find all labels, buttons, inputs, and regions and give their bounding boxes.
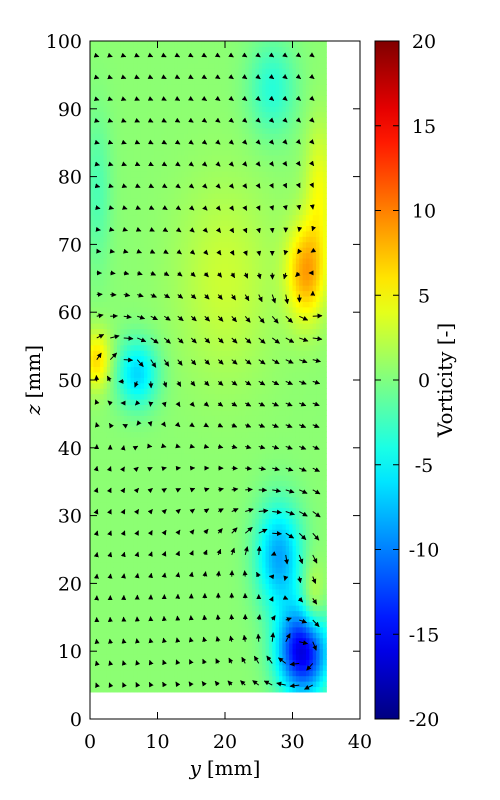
plot-area: 0 10 20 30 40 0102030405060708090100 y [mm] z… bbox=[21, 31, 372, 780]
vorticity-field bbox=[90, 41, 327, 692]
